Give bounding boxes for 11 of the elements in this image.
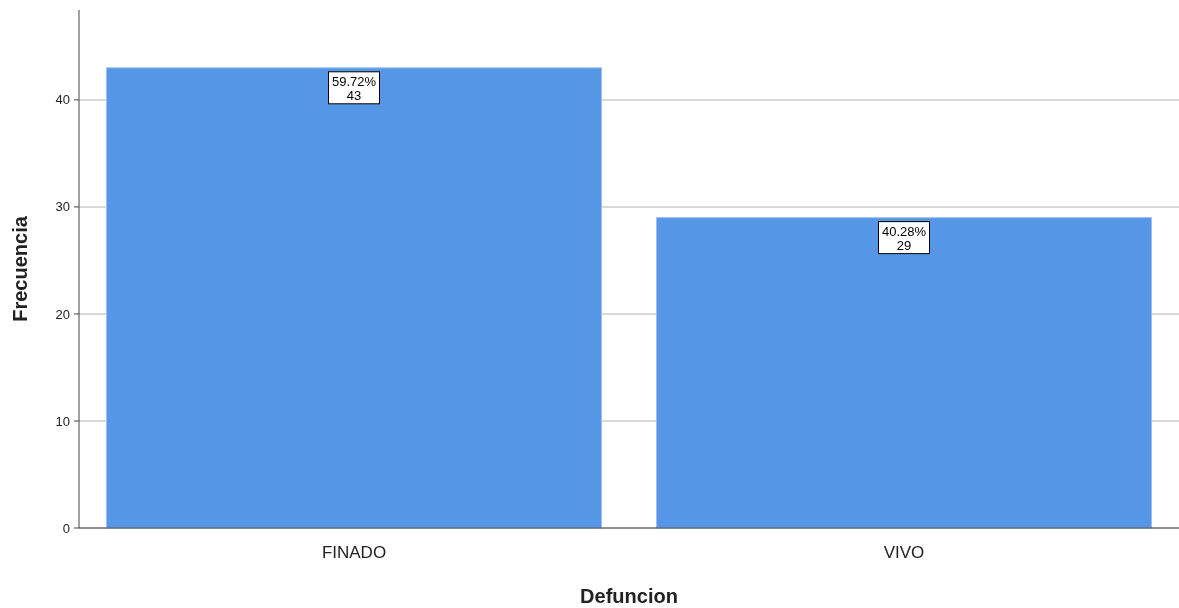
x-axis-title: Defuncion (580, 585, 678, 607)
x-tick-label: FINADO (321, 543, 387, 562)
data-label: 59.72% 43 (331, 73, 377, 103)
y-axis-title: Frecuencia (9, 215, 31, 322)
y-tick-label: 40 (55, 92, 70, 108)
y-tick-label: 10 (55, 413, 70, 429)
y-tick-label: 0 (62, 520, 70, 536)
x-tick-label: VIVO (883, 543, 925, 562)
y-tick-label: 30 (55, 199, 70, 215)
data-label: 40.28% 29 (881, 223, 927, 253)
y-tick-label: 20 (55, 306, 70, 322)
